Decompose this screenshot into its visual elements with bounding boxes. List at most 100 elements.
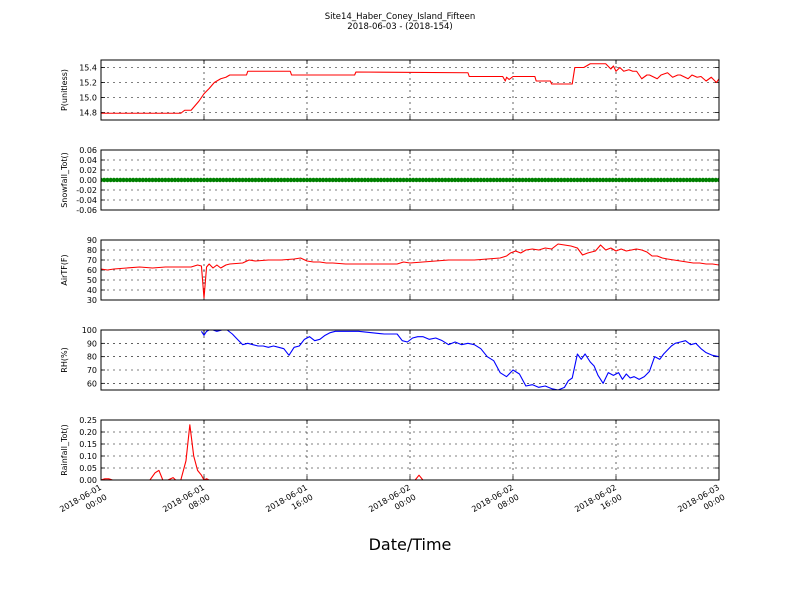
y-tick-label: 90 (87, 236, 97, 245)
data-point (439, 177, 445, 183)
data-point (188, 177, 194, 183)
axes-frame (100, 419, 720, 481)
data-point (240, 177, 245, 183)
data-point (655, 177, 661, 183)
data-point (195, 177, 200, 183)
y-axis-label: AirTF(F) (60, 254, 69, 285)
data-point (282, 177, 287, 183)
y-tick-label: 40 (87, 286, 97, 295)
data-point (710, 177, 715, 183)
y-tick-label: -0.04 (76, 196, 97, 205)
y-tick-label: 0.10 (79, 452, 97, 461)
data-point (494, 177, 500, 183)
data-point (201, 177, 207, 183)
data-point (362, 177, 368, 183)
data-point (697, 177, 702, 183)
data-point (549, 177, 554, 183)
data-point (707, 177, 712, 183)
data-point (230, 177, 236, 183)
data-point (636, 177, 641, 183)
data-point (269, 177, 274, 183)
data-point (137, 177, 142, 183)
data-point (530, 177, 535, 183)
data-point (520, 177, 525, 183)
data-point (259, 177, 265, 183)
series-line (101, 243, 719, 299)
data-point (571, 177, 577, 183)
data-point (275, 177, 281, 183)
data-point (378, 177, 384, 183)
y-tick-label: 0.00 (79, 476, 97, 485)
y-tick-label: 0.04 (79, 156, 97, 165)
data-point (462, 177, 467, 183)
y-axis-label: Rainfall_Tot() (60, 424, 69, 476)
data-point (446, 177, 451, 183)
data-point (652, 177, 657, 183)
data-point (620, 177, 625, 183)
data-point (700, 177, 706, 183)
data-point (356, 177, 361, 183)
y-axis-label: P(unitless) (60, 69, 69, 111)
data-point (163, 177, 168, 183)
data-point (443, 177, 448, 183)
data-point (703, 177, 709, 183)
y-tick-label: 50 (87, 276, 97, 285)
data-point (629, 177, 635, 183)
data-point (179, 177, 184, 183)
data-point (546, 177, 551, 183)
data-point (266, 177, 271, 183)
data-point (481, 177, 487, 183)
series-4 (200, 330, 719, 390)
data-point (205, 177, 210, 183)
data-point (600, 177, 606, 183)
y-axis-label: Snowfall_Tot() (60, 152, 69, 208)
data-point (475, 177, 480, 183)
data-point (420, 177, 426, 183)
data-point (555, 177, 561, 183)
data-point (185, 177, 191, 183)
data-point (633, 177, 638, 183)
data-point (465, 177, 471, 183)
data-point (449, 177, 455, 183)
y-tick-label: -0.06 (76, 206, 97, 215)
y-tick-label: 90 (87, 339, 97, 348)
y-tick-label: 0.05 (79, 464, 97, 473)
data-point (604, 177, 609, 183)
y-tick-label: 70 (87, 256, 97, 265)
data-point (584, 177, 590, 183)
data-point (365, 177, 371, 183)
data-point (279, 177, 284, 183)
data-point (295, 177, 300, 183)
data-point (317, 177, 323, 183)
data-point (575, 177, 580, 183)
data-point (130, 177, 136, 183)
data-point (105, 177, 110, 183)
data-point (250, 177, 255, 183)
axes-frame (100, 239, 720, 301)
chart-title: Site14_Haber_Coney_Island_Fifteen (325, 12, 476, 22)
data-point (237, 177, 242, 183)
data-point (182, 177, 187, 183)
data-point (468, 177, 474, 183)
data-point (559, 177, 564, 183)
data-point (336, 177, 342, 183)
data-point (102, 177, 107, 183)
data-point (430, 177, 435, 183)
data-point (221, 177, 226, 183)
data-point (472, 177, 477, 183)
data-point (127, 177, 133, 183)
data-point (227, 177, 232, 183)
data-point (645, 177, 651, 183)
y-tick-label: 80 (87, 246, 97, 255)
data-point (562, 177, 567, 183)
data-point (382, 177, 387, 183)
data-point (330, 177, 335, 183)
y-tick-label: 14.8 (79, 109, 97, 118)
